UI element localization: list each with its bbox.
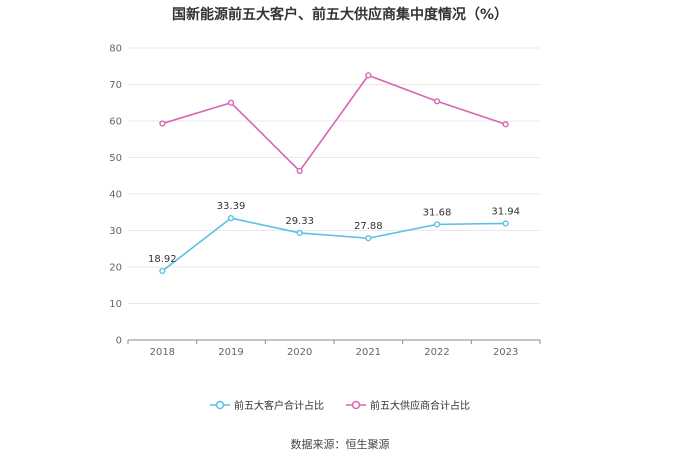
y-tick-label: 10 <box>109 299 122 310</box>
y-tick-label: 40 <box>109 190 122 201</box>
y-tick-label: 80 <box>109 44 122 55</box>
x-tick-label: 2020 <box>287 347 312 358</box>
data-label: 31.94 <box>491 206 520 217</box>
y-tick-label: 0 <box>116 336 122 347</box>
y-tick-label: 30 <box>109 226 122 237</box>
grid-layer <box>128 47 540 304</box>
axis-layer: 0 10 20 30 40 50 60 70 80 2018 2019 2020 2021 2022 202… <box>109 44 541 358</box>
data-point <box>159 267 166 275</box>
x-tick-label: 2019 <box>218 347 243 358</box>
x-tick-label: 2022 <box>424 347 449 358</box>
data-source: 数据来源：恒生聚源 <box>290 438 390 451</box>
chart-title: 国新能源前五大客户、前五大供应商集中度情况（%） <box>171 7 509 23</box>
legend-item-customer[interactable]: 前五大客户合计占比 <box>210 397 324 412</box>
x-tick-label: 2018 <box>150 347 175 358</box>
data-label: 33.39 <box>217 201 246 212</box>
data-label: 18.92 <box>148 254 177 265</box>
data-point <box>159 120 166 127</box>
legend-item-supplier[interactable]: 前五大供应商合计占比 <box>346 397 470 412</box>
data-point <box>296 167 303 175</box>
data-point <box>365 235 372 242</box>
legend-label-customer: 前五大客户合计占比 <box>234 401 324 412</box>
data-point <box>227 215 235 222</box>
legend-marker-customer-icon <box>210 400 230 409</box>
legend-label-supplier: 前五大供应商合计占比 <box>370 401 470 412</box>
series-line-1 <box>162 74 506 173</box>
y-tick-label: 50 <box>109 153 122 164</box>
y-tick-label: 20 <box>109 263 122 274</box>
label-layer: 18.92 33.39 29.33 27.88 31.68 31.94 <box>148 201 520 265</box>
data-label: 27.88 <box>354 221 383 232</box>
y-tick-label: 60 <box>109 117 122 128</box>
data-point <box>227 99 235 106</box>
series-layer <box>159 72 509 275</box>
data-point <box>365 72 372 79</box>
data-point <box>433 221 441 228</box>
x-tick-label: 2021 <box>356 347 381 358</box>
x-tick-label: 2023 <box>493 347 518 358</box>
data-label: 31.68 <box>423 207 452 218</box>
legend-marker-supplier-icon <box>346 400 366 409</box>
series-line-0 <box>161 217 506 272</box>
data-point <box>502 121 509 128</box>
data-label: 29.33 <box>285 216 314 227</box>
y-tick-label: 70 <box>109 80 122 91</box>
data-point <box>296 229 303 237</box>
data-point <box>502 220 509 227</box>
data-point <box>433 98 441 105</box>
chart-legend: 前五大客户合计占比 前五大供应商合计占比 <box>0 397 680 412</box>
